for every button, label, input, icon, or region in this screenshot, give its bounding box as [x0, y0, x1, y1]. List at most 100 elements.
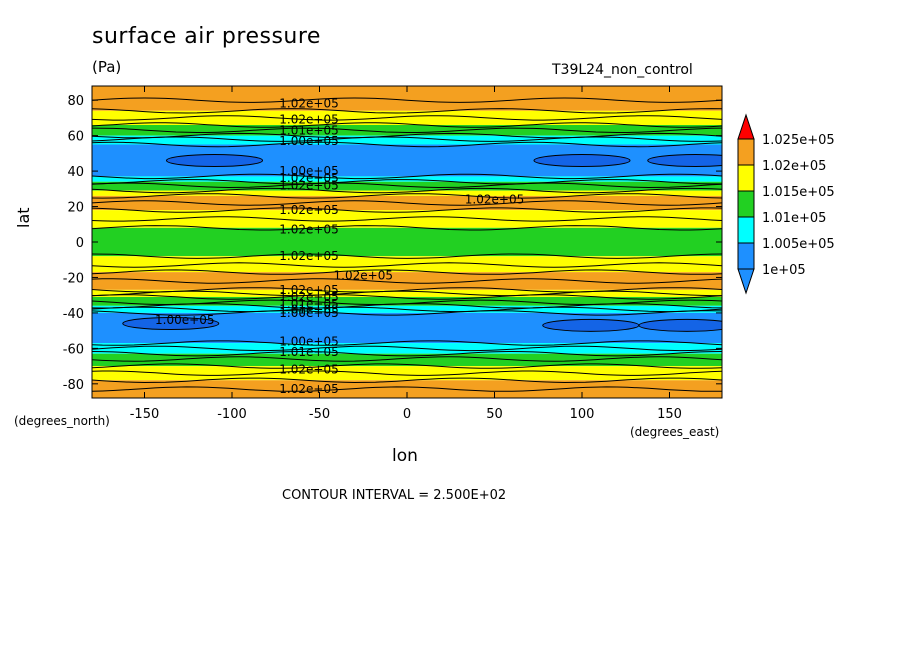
contour-label-10: 1.02e+05 [279, 249, 338, 263]
low-cell-0 [166, 153, 263, 167]
band-20 [92, 380, 722, 398]
contour-label-13: 1.02e+05 [279, 290, 338, 304]
band-19 [92, 366, 722, 381]
y-tick-label: -60 [63, 342, 84, 357]
contour-line-25 [92, 303, 722, 309]
contour-line-21 [92, 287, 722, 293]
low-cell-4 [542, 318, 640, 332]
contour-line-23 [92, 294, 722, 300]
colorbar-legend: 1.025e+05 1.02e+05 1.015e+05 1.01e+05 1.005e… [737, 113, 835, 295]
chart-title: surface air pressure [92, 24, 321, 49]
contour-line-0 [92, 97, 722, 103]
y-tick-label: 20 [67, 201, 84, 216]
contour-label-8: 1.02e+05 [279, 203, 338, 217]
colorbar-label-4: 1.005e+05 [762, 237, 835, 252]
contour-line-11 [92, 187, 722, 194]
contour-line-31 [92, 356, 722, 362]
contour-label-17: 1.00e+05 [155, 313, 214, 327]
x-tick-label: 100 [570, 407, 595, 422]
colorbar-segment-3 [737, 216, 755, 244]
y-tick-label: 60 [67, 130, 84, 145]
colorbar-label-3: 1.01e+05 [762, 211, 826, 226]
x-tick-label: -50 [309, 407, 330, 422]
colorbar-under-arrow [737, 268, 755, 295]
colorbar-over-arrow [737, 113, 755, 140]
band-9 [92, 210, 722, 228]
y-tick-label: -40 [63, 307, 84, 322]
colorbar-label-2: 1.015e+05 [762, 185, 835, 200]
colorbar-segment-1 [737, 164, 755, 192]
contour-line-17 [92, 253, 722, 259]
contour-label-1: 1.02e+05 [279, 113, 338, 127]
low-cell-1 [533, 153, 631, 167]
band-2 [92, 125, 722, 136]
contour-labels: 1.02e+051.02e+051.01e+051.00e+051.00e+05… [155, 97, 524, 396]
contour-label-4: 1.00e+05 [279, 164, 338, 178]
y-tick-label: 80 [67, 94, 84, 109]
contour-line-6 [92, 136, 722, 142]
colorbar-label-1: 1.02e+05 [762, 159, 826, 174]
contour-label-11: 1.02e+05 [334, 269, 393, 283]
contour-line-12 [92, 193, 722, 199]
y-tick-label: -20 [63, 271, 84, 286]
contour-line-34 [92, 377, 722, 384]
y-tick-label: 40 [67, 165, 84, 180]
contour-line-10 [92, 182, 722, 189]
contour-line-1 [92, 108, 722, 114]
contour-line-27 [92, 310, 722, 316]
band-14 [92, 296, 722, 306]
contour-line-29 [92, 345, 722, 352]
low-cell-3 [122, 317, 220, 331]
band-10 [92, 227, 722, 257]
band-13 [92, 289, 722, 297]
contour-line-19 [92, 269, 722, 275]
contour-label-2: 1.01e+05 [279, 123, 338, 137]
band-17 [92, 343, 722, 354]
contour-lines [92, 97, 722, 392]
x-ticks: -150 -100 -50 0 50 100 150 [130, 86, 682, 422]
contour-line-26 [92, 306, 722, 313]
contour-label-3: 1.00e+05 [279, 134, 338, 148]
band-5 [92, 176, 722, 182]
contour-label-18: 1.00e+05 [279, 334, 338, 348]
contour-line-9 [92, 179, 722, 185]
colorbar-segment-0 [737, 138, 755, 166]
contour-label-6: 1.02e+05 [279, 178, 338, 192]
contour-label-7: 1.02e+05 [465, 192, 524, 206]
y-axis-units: (degrees_north) [14, 414, 110, 428]
contour-line-2 [92, 115, 722, 121]
contour-line-8 [92, 173, 722, 180]
x-tick-label: 50 [486, 407, 503, 422]
contour-line-22 [92, 290, 722, 297]
y-tick-label: -80 [63, 378, 84, 393]
low-pressure-cells [122, 153, 722, 332]
y-tick-label: 0 [76, 236, 84, 251]
band-3 [92, 135, 722, 145]
contour-line-3 [92, 122, 722, 128]
run-label: T39L24_non_control [552, 62, 693, 78]
contour-line-32 [92, 363, 722, 369]
contour-label-21: 1.02e+05 [279, 382, 338, 396]
contour-label-16: 1.00e+05 [279, 306, 338, 320]
contour-line-5 [92, 132, 722, 139]
x-tick-label: -150 [130, 407, 160, 422]
contour-line-28 [92, 340, 722, 346]
chart-units: (Pa) [92, 58, 122, 76]
colorbar-segment-2 [737, 190, 755, 218]
band-1 [92, 110, 722, 125]
x-tick-label: 150 [657, 407, 682, 422]
x-axis-label: lon [392, 446, 418, 466]
contour-label-12: 1.02e+05 [279, 283, 338, 297]
low-cell-5 [638, 318, 722, 332]
colorbar-label-5: 1e+05 [762, 263, 806, 278]
contour-line-35 [92, 386, 722, 392]
contour-label-15: 1.01e+05 [279, 302, 338, 316]
x-axis-units: (degrees_east) [630, 425, 720, 439]
x-tick-label: -100 [217, 407, 247, 422]
contour-line-13 [92, 200, 722, 206]
contour-interval-text: CONTOUR INTERVAL = 2.500E+02 [282, 488, 507, 503]
band-7 [92, 190, 722, 196]
contour-line-20 [92, 278, 722, 284]
contour-line-4 [92, 127, 722, 133]
